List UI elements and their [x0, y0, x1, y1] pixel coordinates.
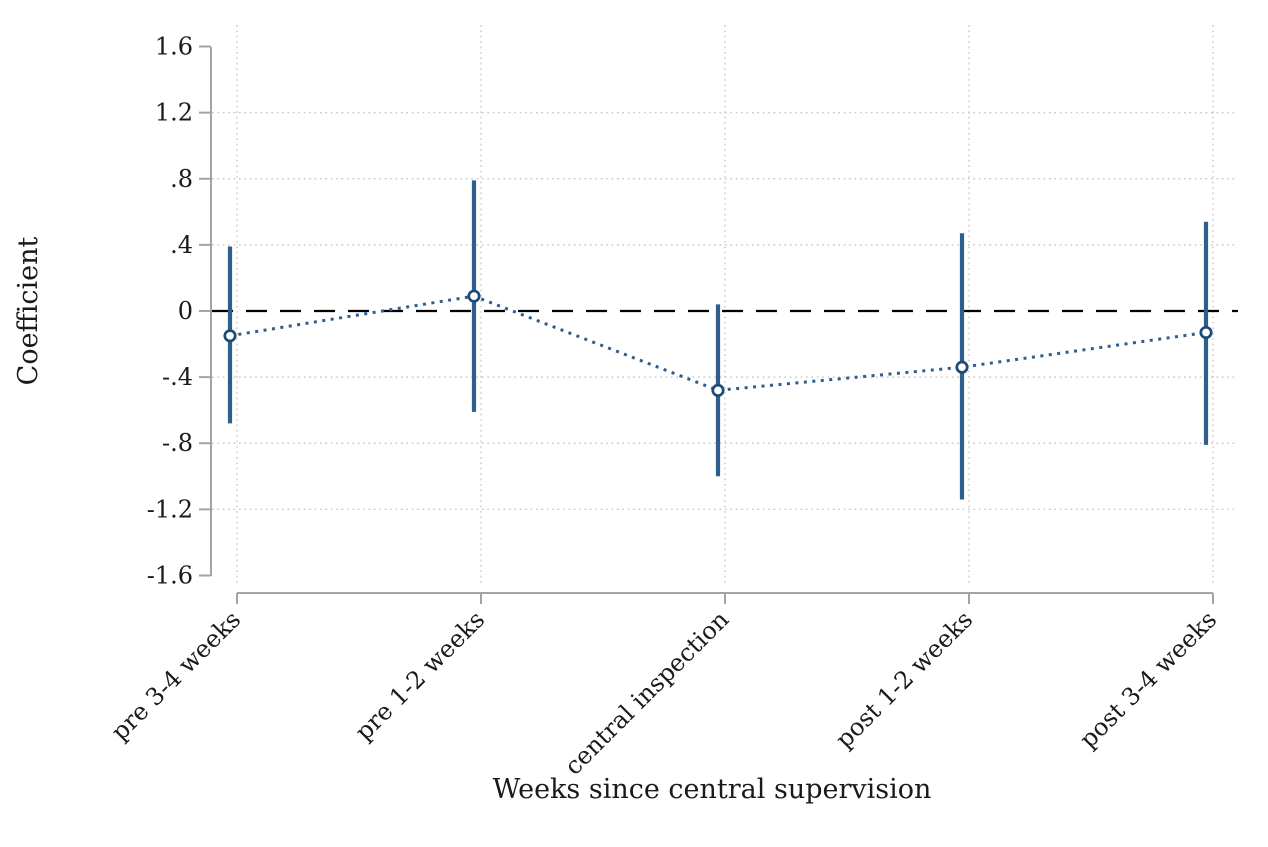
- data-point-marker: [223, 329, 237, 343]
- x-tick-label: post 3-4 weeks: [1074, 605, 1222, 753]
- y-tick-label: 1.6: [155, 33, 193, 61]
- data-point-marker: [955, 360, 969, 374]
- y-tick-label: -.8: [162, 429, 193, 457]
- x-tick-label: central inspection: [559, 605, 734, 780]
- data-point-marker: [467, 289, 481, 303]
- x-tick-label: pre 3-4 weeks: [106, 605, 247, 746]
- y-tick-label: .4: [170, 231, 193, 259]
- x-tick-label: post 1-2 weeks: [830, 605, 978, 753]
- y-tick-label: -.4: [162, 363, 193, 391]
- y-tick-label: -1.6: [147, 561, 193, 589]
- x-tick-label: pre 1-2 weeks: [350, 605, 491, 746]
- x-axis-title: Weeks since central supervision: [493, 774, 932, 805]
- y-tick-label: 1.2: [155, 99, 193, 127]
- y-tick-label: .8: [170, 165, 193, 193]
- data-point-marker: [1199, 325, 1213, 340]
- data-point-marker: [711, 383, 725, 397]
- y-tick-label: -1.2: [147, 495, 193, 523]
- y-tick-label: 0: [178, 297, 193, 325]
- y-axis-title: Coefficient: [13, 237, 44, 386]
- chart-layer: 1.6 1.2 .8 .4 0 -.4 -.8 -1.2 -1.6 pre 3-4 weeks pr…: [106, 25, 1238, 780]
